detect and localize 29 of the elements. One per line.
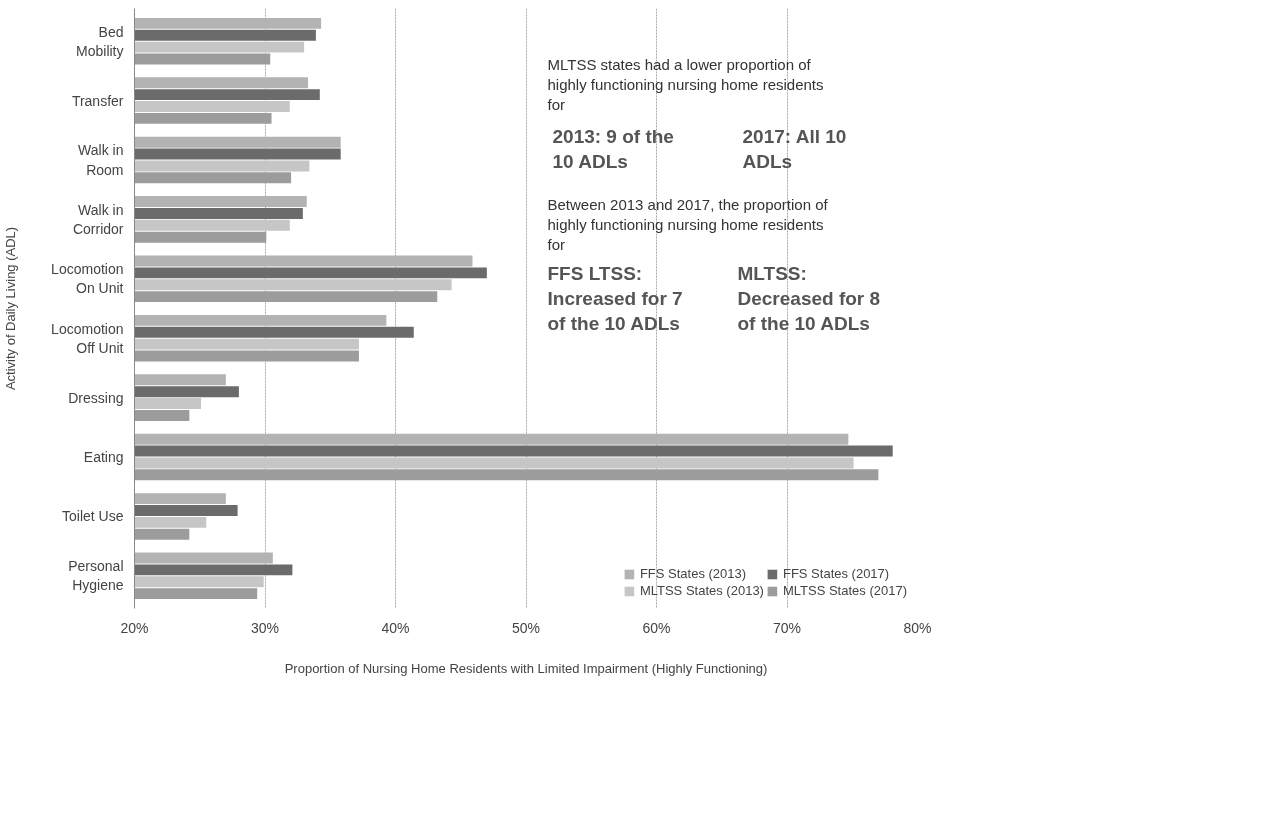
annotation: MLTSS states had a lower proportion of highly functioning nursing home residents for	[547, 55, 824, 114]
x-tick-label: 70%	[772, 619, 802, 636]
x-tick-label: 60%	[642, 619, 671, 636]
y-tick-label: Toilet Use	[62, 508, 124, 525]
legend-label: MLTSS States (2013)	[639, 583, 764, 598]
legend-label: MLTSS States (2017)	[782, 583, 907, 598]
annotation: 2013: 9 of the 10 ADLs	[552, 125, 674, 172]
y-tick-label: Eating	[83, 449, 124, 466]
x-tick-label: 20%	[120, 619, 149, 636]
y-tick-label: Walk in Room	[78, 142, 124, 178]
annotation: FFS LTSS: Increased for 7 of the 10 ADLs	[547, 262, 683, 334]
y-axis-title: Activity of Daily Living (ADL)	[3, 226, 19, 391]
y-tick-label: Locomotion Off Unit	[51, 320, 124, 356]
x-axis-title: Proportion of Nursing Home Residents with Limited Impairment (Highly Functioning)	[284, 660, 768, 676]
y-tick-label: Bed Mobility	[76, 23, 124, 59]
y-tick-label: Walk in Corridor	[72, 201, 124, 237]
legend-label: FFS States (2013)	[639, 566, 747, 581]
annotation: 2017: All 10 ADLs	[742, 125, 847, 172]
annotation: Between 2013 and 2017, the proportion of highly functioning nursing home residents for	[547, 195, 829, 254]
y-tick-label: Locomotion On Unit	[51, 261, 124, 297]
y-tick-label: Dressing	[68, 389, 124, 406]
y-tick-label: Transfer	[71, 92, 124, 109]
legend-label: FFS States (2017)	[782, 566, 890, 581]
x-tick-label: 40%	[381, 619, 410, 636]
x-tick-label: 30%	[250, 619, 280, 636]
y-tick-label: Personal Hygiene	[68, 558, 124, 594]
annotation: MLTSS: Decreased for 8 of the 10 ADLs	[737, 262, 881, 334]
x-tick-label: 50%	[511, 619, 541, 636]
x-tick-label: 80%	[903, 619, 932, 636]
